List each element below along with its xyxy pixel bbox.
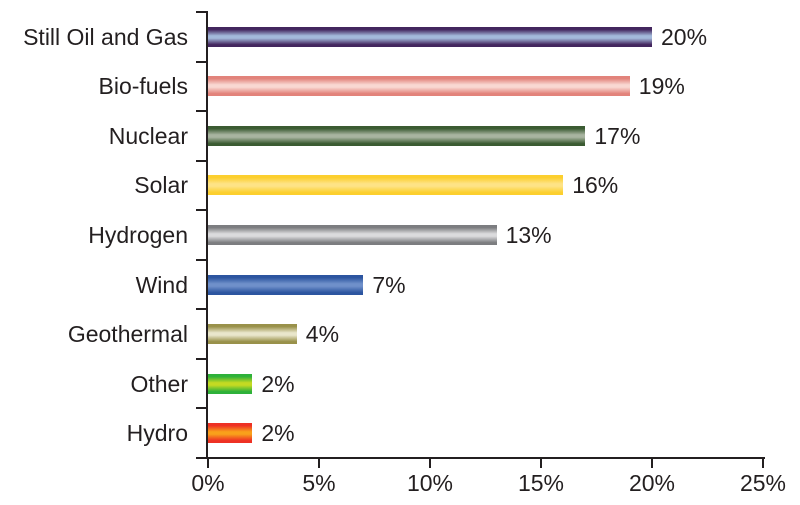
x-axis-tick	[429, 459, 431, 468]
x-axis-tick	[318, 459, 320, 468]
bar	[208, 373, 253, 394]
bar	[208, 175, 564, 196]
x-tick-label: 15%	[517, 470, 565, 496]
x-tick-label: 20%	[628, 470, 676, 496]
bar	[208, 324, 297, 345]
x-axis-line	[196, 457, 765, 459]
y-axis-tick	[196, 407, 208, 410]
bar	[208, 76, 630, 97]
y-axis-tick	[196, 11, 208, 13]
y-axis-tick	[196, 60, 208, 63]
category-label: Other	[130, 370, 188, 397]
x-tick-label: 5%	[302, 470, 336, 496]
x-axis-tick	[540, 459, 542, 468]
value-label: 19%	[638, 73, 685, 100]
category-label: Still Oil and Gas	[23, 23, 188, 50]
y-axis-tick	[196, 308, 208, 311]
category-label: Hydro	[126, 420, 188, 447]
x-tick-label: 25%	[739, 470, 787, 496]
bar	[208, 225, 497, 245]
category-label: Nuclear	[108, 122, 188, 149]
x-axis-tick	[207, 459, 209, 468]
value-label: 2%	[261, 370, 295, 397]
x-tick-label: 0%	[191, 470, 225, 496]
value-label: 2%	[261, 420, 295, 447]
x-axis-tick	[762, 459, 764, 468]
value-label: 16%	[572, 172, 619, 199]
y-axis-tick	[196, 258, 208, 261]
category-label: Hydrogen	[88, 222, 188, 248]
bar	[208, 423, 253, 444]
y-axis-line	[206, 11, 208, 459]
value-label: 4%	[305, 321, 340, 348]
value-label: 7%	[372, 271, 406, 298]
value-label: 20%	[661, 23, 708, 50]
value-label: 17%	[594, 122, 641, 149]
category-label: Geothermal	[67, 321, 188, 348]
bar	[208, 26, 652, 47]
x-tick-label: 10%	[406, 470, 454, 496]
bar	[208, 274, 364, 295]
category-label: Bio-fuels	[98, 73, 188, 100]
category-label: Solar	[134, 172, 188, 199]
value-label: 13%	[505, 222, 552, 248]
y-axis-tick	[196, 357, 208, 360]
y-axis-tick	[196, 209, 208, 212]
y-axis-tick	[196, 159, 208, 162]
y-axis-tick	[196, 110, 208, 113]
bar	[208, 125, 586, 146]
x-axis-tick	[651, 459, 653, 468]
category-label: Wind	[135, 271, 188, 298]
